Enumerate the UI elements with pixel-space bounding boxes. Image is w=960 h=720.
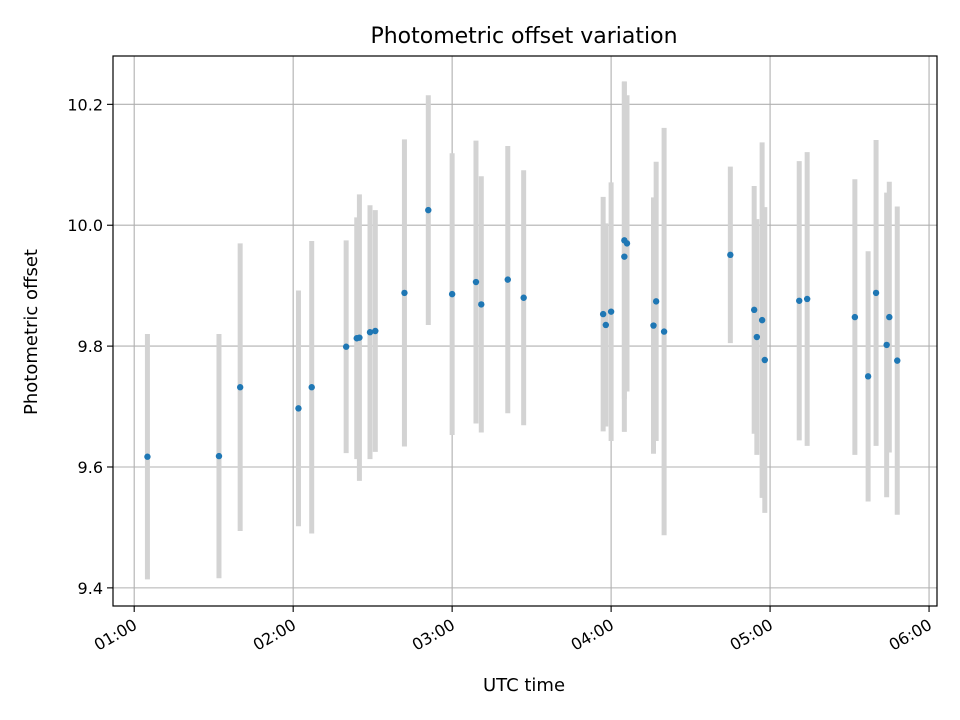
data-point [650,322,657,329]
data-point [886,313,893,321]
data-point [753,333,761,341]
x-tick-label: 06:00 [886,615,935,655]
data-point [144,453,151,460]
data-point [478,301,485,308]
data-point [366,329,374,336]
y-axis-label: Photometric offset [21,249,42,415]
x-tick-label: 05:00 [727,615,776,655]
error-bars [144,81,900,580]
data-point [883,341,890,349]
data-point [652,298,660,305]
data-point [602,321,610,329]
data-point [623,240,631,247]
x-tick-label: 03:00 [409,615,458,655]
data-point [504,276,511,283]
data-point [864,373,872,380]
y-axis-ticks: 9.4 9.6 9.8 10.0 10.2 [67,95,113,598]
data-point [607,308,615,315]
data-point [308,384,315,391]
data-point [448,290,456,298]
data-point [425,206,432,214]
data-point [215,452,223,460]
data-point [621,253,628,260]
data-point [761,356,768,364]
data-point [372,327,379,335]
y-tick-label: 10.2 [67,95,103,114]
data-point [796,297,803,304]
data-point [401,289,408,297]
x-axis-label: UTC time [483,675,565,696]
y-tick-label: 9.6 [78,458,103,477]
data-point [236,384,244,391]
data-point [356,334,363,341]
data-points [144,206,901,460]
x-tick-label: 04:00 [568,615,617,655]
data-point [472,278,480,286]
y-tick-label: 9.8 [78,337,103,356]
data-point [520,294,527,301]
data-point [727,251,734,259]
data-point [803,295,811,303]
data-point [599,310,607,318]
x-tick-label: 02:00 [250,615,299,655]
data-point [758,316,766,324]
data-point [872,289,880,297]
data-point [660,328,668,335]
y-tick-label: 10.0 [67,216,103,235]
data-point [750,306,758,314]
data-point [894,357,901,364]
data-point [342,343,350,350]
y-tick-label: 9.4 [78,579,103,598]
data-point [851,313,859,321]
data-point [295,405,302,412]
chart-title: Photometric offset variation [370,24,677,49]
plot-frame [112,55,938,607]
x-axis-ticks: 01:00 02:00 03:00 04:00 05:00 06:00 [91,606,935,655]
x-tick-label: 01:00 [91,615,140,655]
